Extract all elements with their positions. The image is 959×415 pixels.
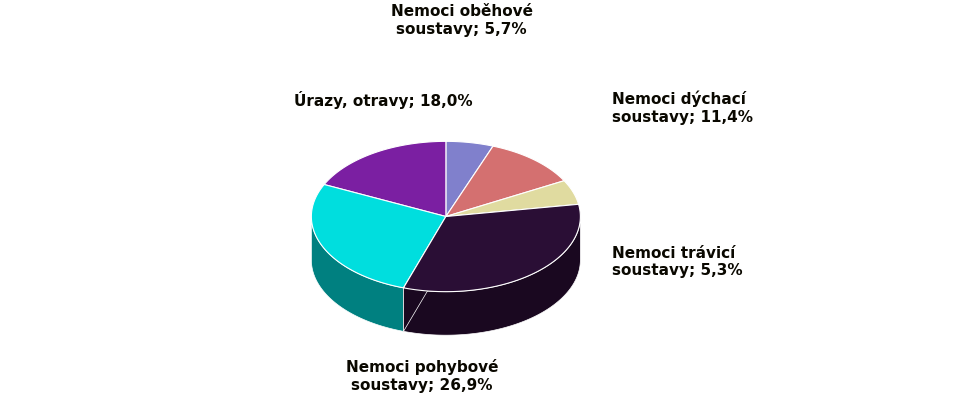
Polygon shape bbox=[446, 181, 578, 217]
Polygon shape bbox=[404, 217, 580, 335]
Text: Nemoci pohybové
soustavy; 26,9%: Nemoci pohybové soustavy; 26,9% bbox=[346, 359, 499, 393]
Polygon shape bbox=[404, 217, 446, 331]
Polygon shape bbox=[446, 146, 564, 217]
Polygon shape bbox=[404, 217, 446, 331]
Polygon shape bbox=[446, 142, 493, 217]
Text: Úrazy, otravy; 18,0%: Úrazy, otravy; 18,0% bbox=[293, 91, 472, 109]
Text: Nemoci dýchací
soustavy; 11,4%: Nemoci dýchací soustavy; 11,4% bbox=[612, 91, 753, 124]
Polygon shape bbox=[404, 204, 580, 292]
Polygon shape bbox=[324, 142, 446, 217]
Text: Nemoci oběhové
soustavy; 5,7%: Nemoci oběhové soustavy; 5,7% bbox=[390, 4, 532, 37]
Polygon shape bbox=[312, 185, 446, 288]
Text: Nemoci trávicí
soustavy; 5,3%: Nemoci trávicí soustavy; 5,3% bbox=[612, 246, 742, 278]
Polygon shape bbox=[312, 217, 404, 331]
